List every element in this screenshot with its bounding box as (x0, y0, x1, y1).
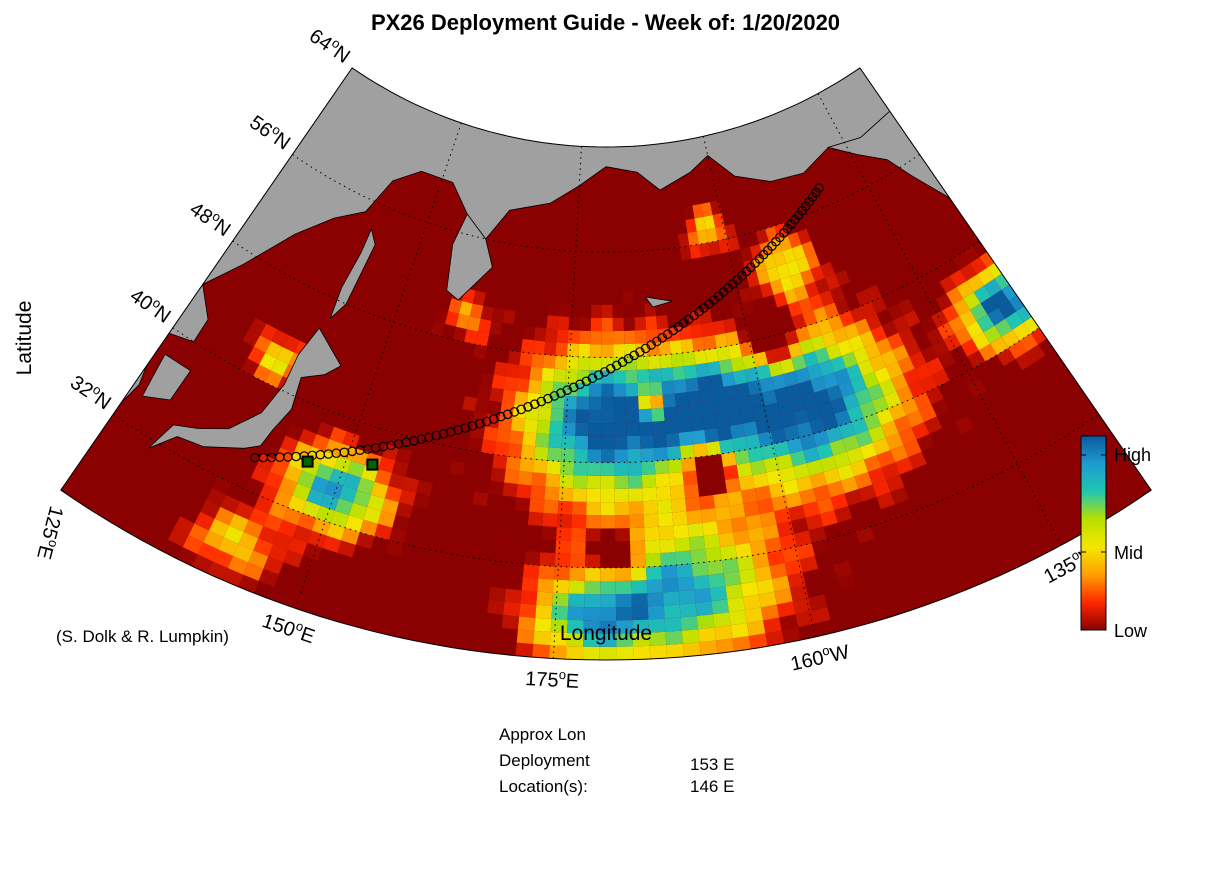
latitude-tick-label: 48oN (186, 196, 236, 242)
latitude-tick-label: 64oN (305, 22, 355, 68)
x-axis-label: Longitude (560, 622, 652, 645)
track-point (523, 401, 533, 412)
track-point (556, 388, 566, 398)
track-point (516, 404, 526, 415)
map-area (60, 67, 1152, 660)
track-point (460, 423, 471, 433)
track-point (488, 414, 499, 424)
track-point (581, 376, 592, 387)
land-polygon (446, 213, 493, 301)
land-polygon (826, 110, 950, 199)
track-point (536, 396, 547, 407)
track-point (467, 420, 478, 431)
track-point (416, 434, 427, 444)
longitude-tick-label: 125oE (32, 504, 70, 563)
deployment-value-2: 146 E (690, 777, 735, 796)
track-point (611, 360, 622, 371)
track-point (408, 435, 419, 446)
track-point (474, 418, 485, 429)
credit-text: (S. Dolk & R. Lumpkin) (56, 627, 229, 646)
track-point (543, 393, 553, 404)
land-polygon (141, 353, 192, 401)
longitude-tick-label: 175oE (525, 665, 580, 693)
chart-title: PX26 Deployment Guide - Week of: 1/20/20… (370, 10, 841, 35)
deployment-markers (301, 455, 379, 471)
deployment-marker (301, 455, 314, 468)
longitude-tick-label: 160oW (788, 638, 852, 675)
latitude-tick-label: 32oN (66, 369, 116, 415)
track-point (814, 183, 824, 193)
track-point (495, 411, 506, 422)
track-point (423, 432, 434, 443)
colorbar-label-mid: Mid (1114, 543, 1143, 563)
track-point (549, 391, 560, 401)
track-point (575, 379, 585, 390)
deployment-label-row-3: Location(s): (499, 777, 588, 796)
colorbar-label-low: Low (1114, 621, 1148, 641)
colorbar: High Mid Low (1080, 435, 1151, 641)
graticule (112, 93, 1100, 659)
ship-track (250, 183, 824, 463)
track-point (481, 416, 492, 427)
land-polygon (147, 327, 342, 449)
y-axis-label: Latitude (13, 301, 36, 376)
track-point (529, 399, 540, 409)
colorbar-label-high: High (1114, 445, 1151, 465)
track-point (438, 428, 449, 439)
track-point (509, 407, 520, 417)
track-point (599, 367, 610, 377)
track-point (593, 370, 604, 380)
land-polygon (644, 296, 673, 308)
map-frame (60, 67, 1152, 661)
track-point (431, 430, 441, 441)
graticule-line (232, 240, 980, 359)
land-polygon (329, 227, 376, 319)
latitude-tick-label: 40oN (126, 282, 176, 328)
track-point (562, 385, 573, 395)
deployment-value-1: 153 E (690, 755, 735, 774)
deployment-label-row-2: Deployment (499, 751, 590, 770)
colorbar-scale (1080, 435, 1107, 631)
track-point (502, 409, 513, 420)
track-point (446, 427, 456, 437)
graticule-line (292, 154, 920, 253)
deployment-marker (366, 458, 379, 471)
latitude-tick-label: 56oN (245, 109, 295, 155)
deployment-label-row-1: Approx Lon (499, 725, 586, 744)
track-point (568, 382, 579, 393)
track-point (453, 425, 463, 435)
